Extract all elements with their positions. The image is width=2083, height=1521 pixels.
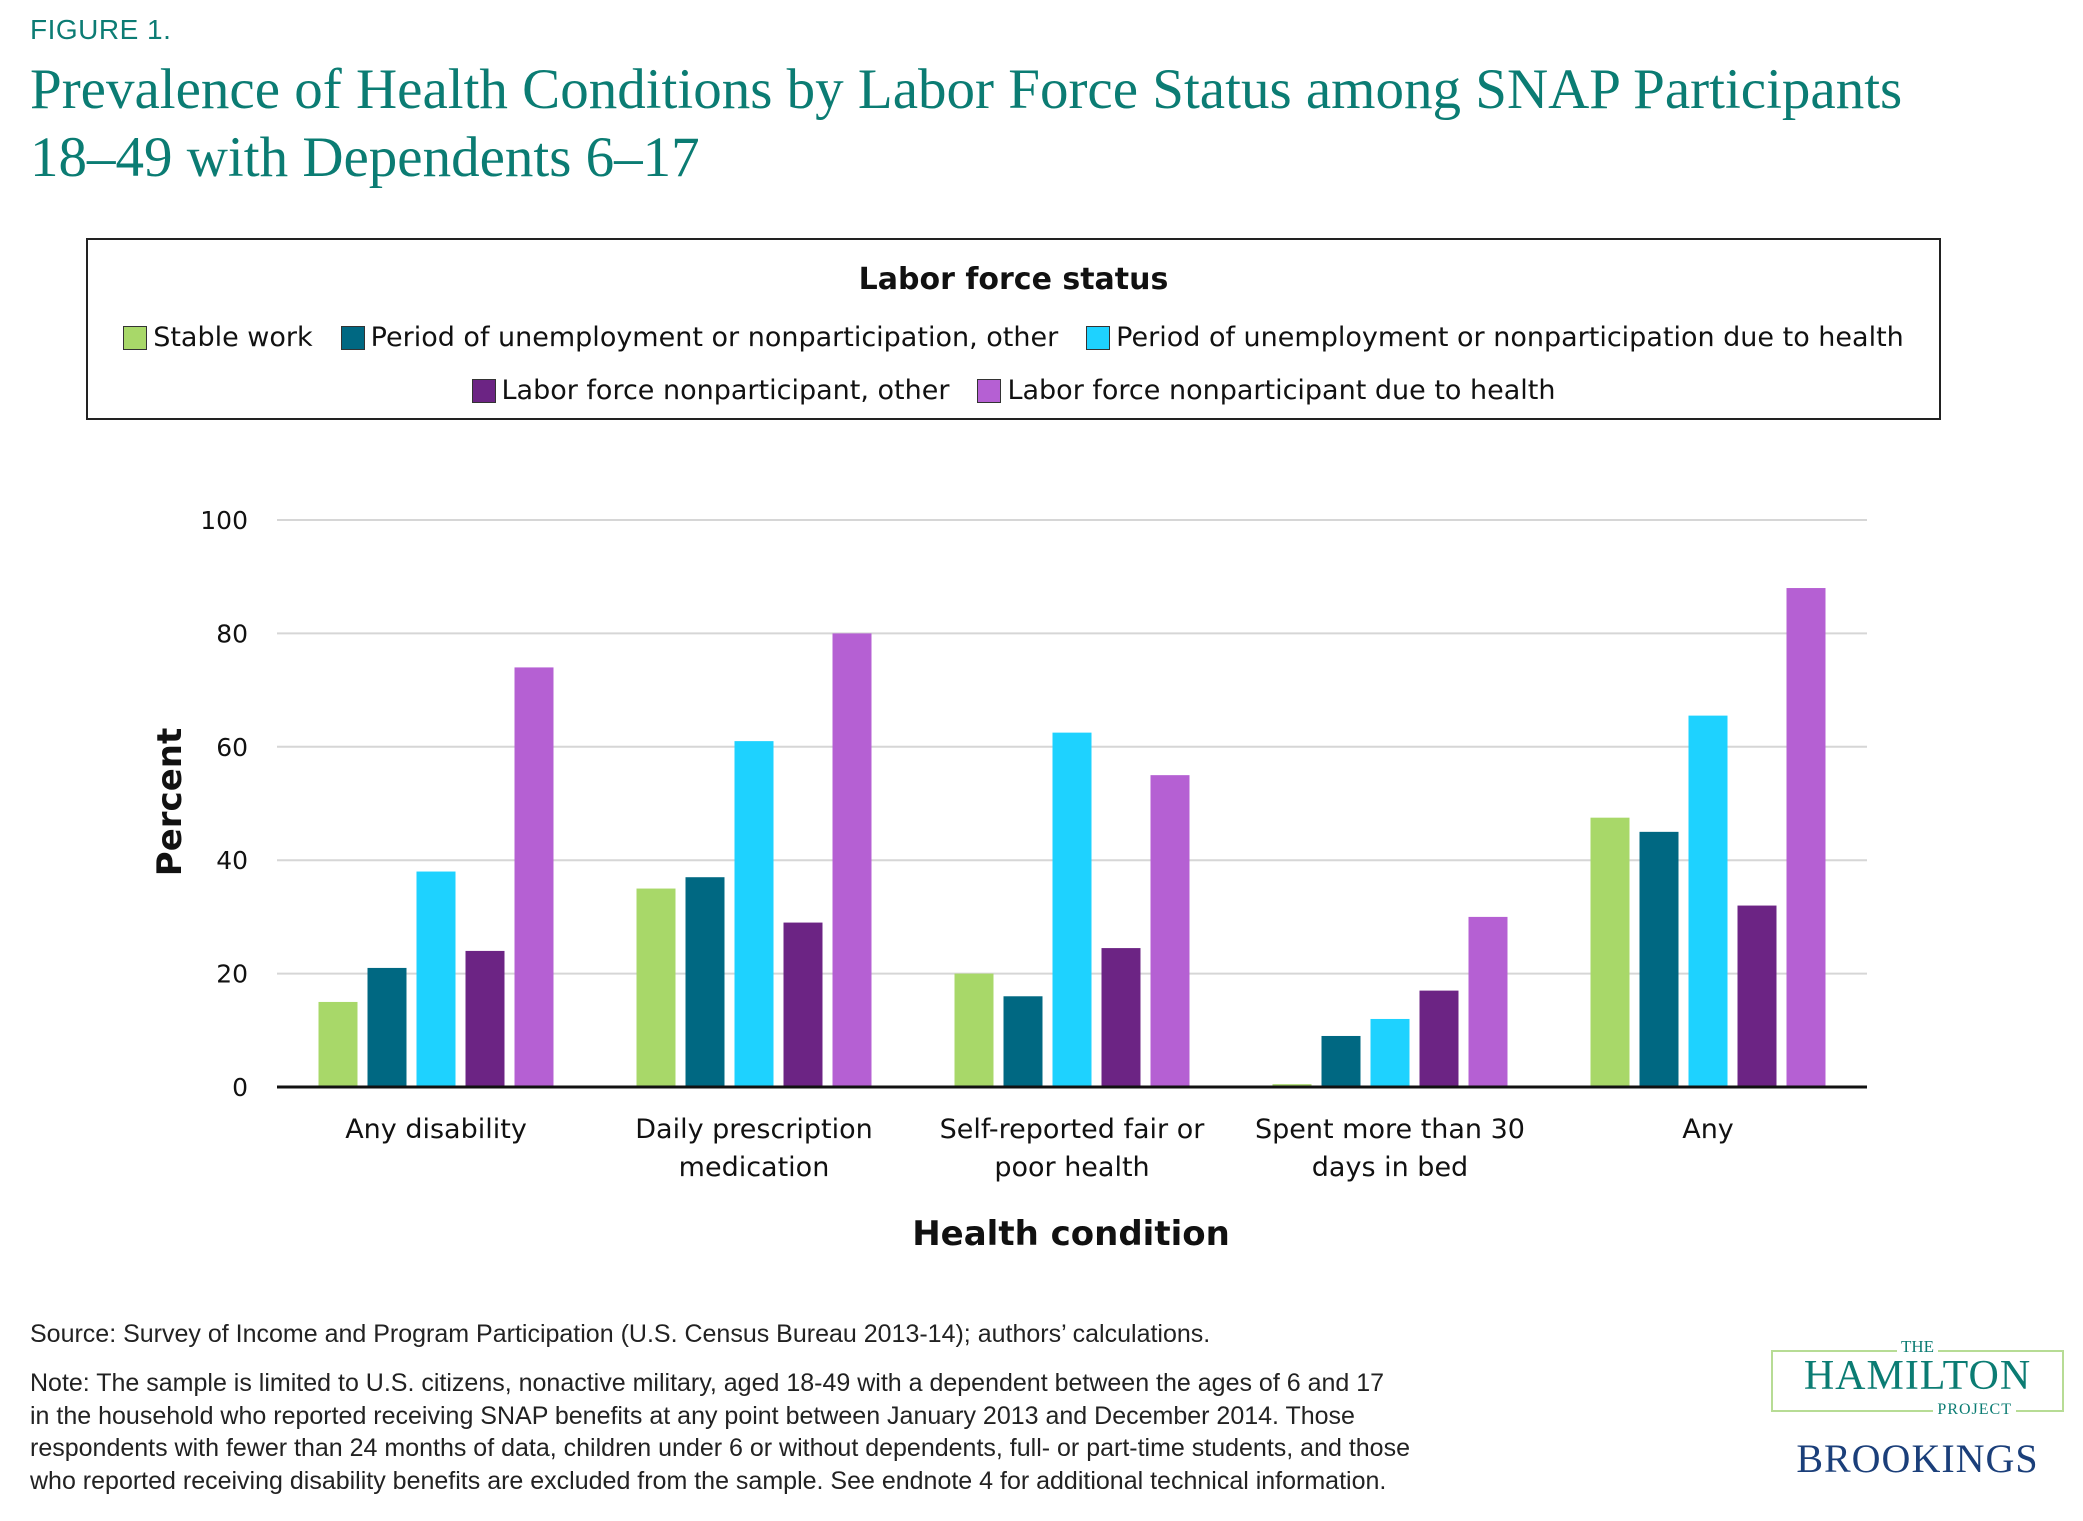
x-category-label: Any disability xyxy=(345,1114,527,1145)
hamilton-logo-project: PROJECT xyxy=(1771,1401,2064,1419)
bar xyxy=(1321,1035,1361,1087)
bar xyxy=(1786,588,1826,1087)
legend-swatch xyxy=(340,325,365,350)
x-category-label: Any xyxy=(1682,1114,1734,1145)
bar xyxy=(783,922,823,1087)
logo-the-text: THE xyxy=(1896,1337,1939,1356)
bar xyxy=(1688,715,1728,1087)
x-category-label: Daily prescription xyxy=(635,1114,873,1145)
logo-project-text: PROJECT xyxy=(1933,1401,2016,1418)
bar xyxy=(465,950,505,1087)
legend-label: Labor force nonparticipant, other xyxy=(501,375,950,406)
bar xyxy=(514,667,554,1087)
legend-title: Labor force status xyxy=(858,262,1169,297)
x-category-label: days in bed xyxy=(1312,1152,1468,1183)
x-category-label: poor health xyxy=(994,1152,1149,1183)
bar xyxy=(954,973,994,1087)
bar xyxy=(1590,817,1630,1087)
bar-chart: 0 20 40 60 80 100 Any disability Daily prescrip… xyxy=(150,506,1867,1254)
bar xyxy=(367,967,407,1087)
legend-item-stable-work: Stable work xyxy=(123,322,313,353)
legend-swatch xyxy=(471,378,496,403)
chart-title-line-1: Prevalence of Health Conditions by Labor… xyxy=(30,58,1903,121)
x-category-label: Self-reported fair or xyxy=(940,1114,1206,1145)
y-tick-label: 40 xyxy=(216,846,248,875)
labels: 0 20 40 60 80 100 Any disability Daily prescrip… xyxy=(150,506,1734,1254)
bar xyxy=(1419,990,1459,1087)
bar xyxy=(1003,996,1043,1087)
legend-swatch xyxy=(977,378,1002,403)
footnote-line: respondents with fewer than 24 months of… xyxy=(30,1434,1410,1462)
bar xyxy=(832,633,872,1087)
bar xyxy=(636,888,676,1087)
footnote-line: who reported receiving disability benefi… xyxy=(30,1466,1387,1495)
bar xyxy=(1370,1018,1410,1087)
x-category-label: medication xyxy=(679,1152,830,1183)
legend-row-1: Stable work Period of unemployment or no… xyxy=(86,322,1941,353)
x-category-label: Spent more than 30 xyxy=(1255,1114,1525,1145)
source-note: Source: Survey of Income and Program Par… xyxy=(30,1320,1211,1348)
legend-item-nonparticipant-health: Labor force nonparticipant due to health xyxy=(977,375,1555,406)
x-axis-title: Health condition xyxy=(912,1214,1230,1254)
bar xyxy=(318,1001,358,1087)
legend-item-unemployment-other: Period of unemployment or nonparticipati… xyxy=(340,322,1059,353)
bar xyxy=(734,741,774,1087)
legend-item-unemployment-health: Period of unemployment or nonparticipati… xyxy=(1086,322,1904,353)
bar xyxy=(1737,905,1777,1087)
footnote: Note: The sample is limited to U.S. citi… xyxy=(30,1367,1710,1497)
legend-label: Stable work xyxy=(153,322,313,353)
legend-swatch xyxy=(123,325,148,350)
bar xyxy=(416,871,456,1087)
y-tick-label: 60 xyxy=(216,733,248,762)
hamilton-logo-the: THE xyxy=(1771,1337,2064,1357)
legend-row-2: Labor force nonparticipant, other Labor … xyxy=(86,375,1941,406)
y-tick-label: 0 xyxy=(232,1073,248,1102)
figure-label: FIGURE 1. xyxy=(30,14,172,45)
footnote-line: Note: The sample is limited to U.S. citi… xyxy=(30,1369,1385,1397)
y-tick-label: 100 xyxy=(200,506,248,535)
footnote-line: in the household who reported receiving … xyxy=(30,1401,1355,1430)
legend-box xyxy=(86,238,1941,420)
bar xyxy=(1639,831,1679,1087)
hamilton-logo-name: HAMILTON xyxy=(1803,1353,2032,1399)
bar xyxy=(1150,775,1190,1087)
legend-label: Period of unemployment or nonparticipati… xyxy=(370,322,1059,353)
y-tick-label: 20 xyxy=(216,960,248,989)
y-axis-title: Percent xyxy=(150,728,190,876)
bars xyxy=(318,588,1826,1087)
legend-item-nonparticipant-other: Labor force nonparticipant, other xyxy=(471,375,950,406)
brookings-logo: BROOKINGS xyxy=(1796,1436,2039,1481)
bar xyxy=(685,877,725,1087)
chart-title: Prevalence of Health Conditions by Labor… xyxy=(30,56,2070,192)
bar xyxy=(1101,948,1141,1087)
legend-label: Labor force nonparticipant due to health xyxy=(1007,375,1556,406)
y-tick-label: 80 xyxy=(216,619,248,648)
bar xyxy=(1468,916,1508,1087)
chart-title-line-2: 18–49 with Dependents 6–17 xyxy=(30,126,700,189)
legend-swatch xyxy=(1086,325,1111,350)
legend-label: Period of unemployment or nonparticipati… xyxy=(1116,322,1904,353)
bar xyxy=(1052,732,1092,1087)
